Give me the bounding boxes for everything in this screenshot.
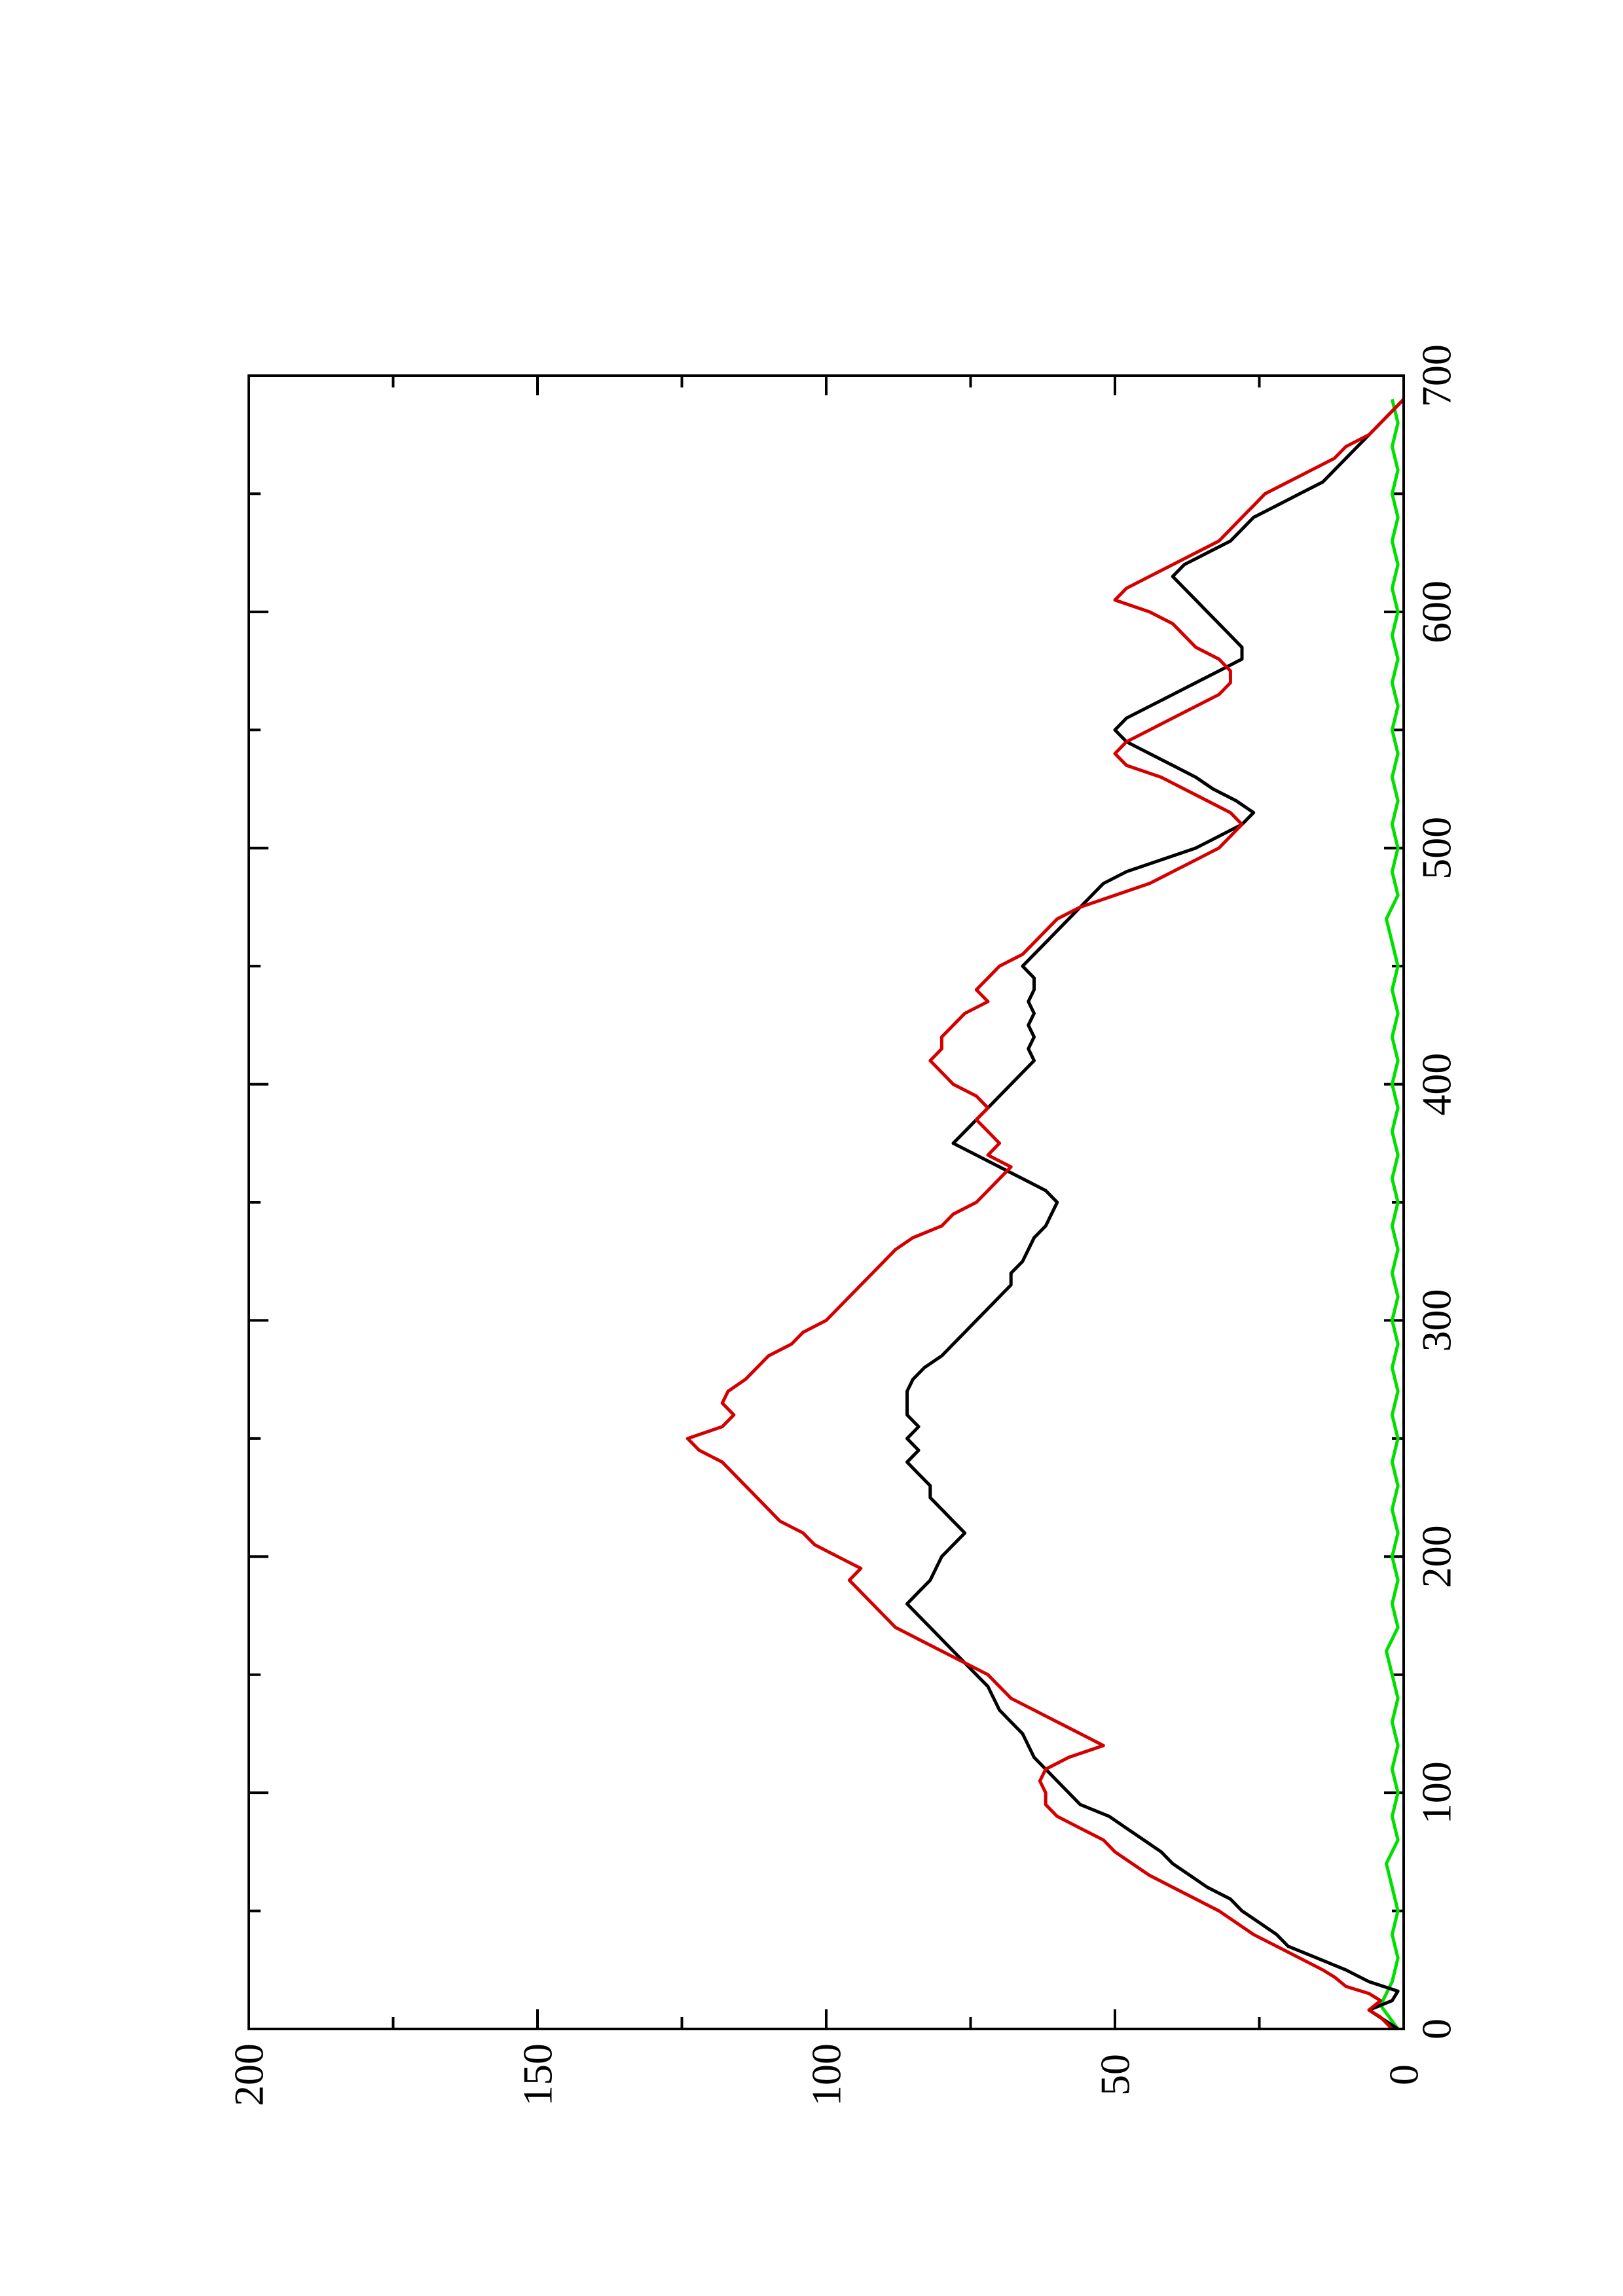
- x-tick-label: 700: [1413, 344, 1460, 407]
- x-tick-label: 600: [1413, 581, 1460, 643]
- x-tick-label: 200: [1413, 1525, 1460, 1588]
- series-line-red: [685, 398, 1405, 2030]
- y-tick-label: 0: [1381, 2064, 1427, 2085]
- plot-frame: [247, 374, 1405, 2030]
- x-tick-label: 500: [1413, 817, 1460, 880]
- series-line-green: [1379, 399, 1400, 2030]
- x-tick-label: 100: [1413, 1761, 1460, 1824]
- tick-marks: [247, 374, 1405, 2030]
- y-tick-label: 100: [803, 2043, 850, 2106]
- x-tick-label: 0: [1413, 2018, 1460, 2039]
- series-line-black: [905, 398, 1405, 2031]
- y-tick-label: 150: [515, 2043, 561, 2106]
- y-tick-label: 50: [1092, 2054, 1139, 2096]
- series-layer: [685, 398, 1405, 2031]
- x-tick-label: 300: [1413, 1289, 1460, 1352]
- y-tick-label: 200: [226, 2043, 272, 2106]
- x-tick-label: 400: [1413, 1053, 1460, 1116]
- tick-labels: 0 100 200 300 400 500 600 700 0 50 100 150 200: [226, 344, 1460, 2106]
